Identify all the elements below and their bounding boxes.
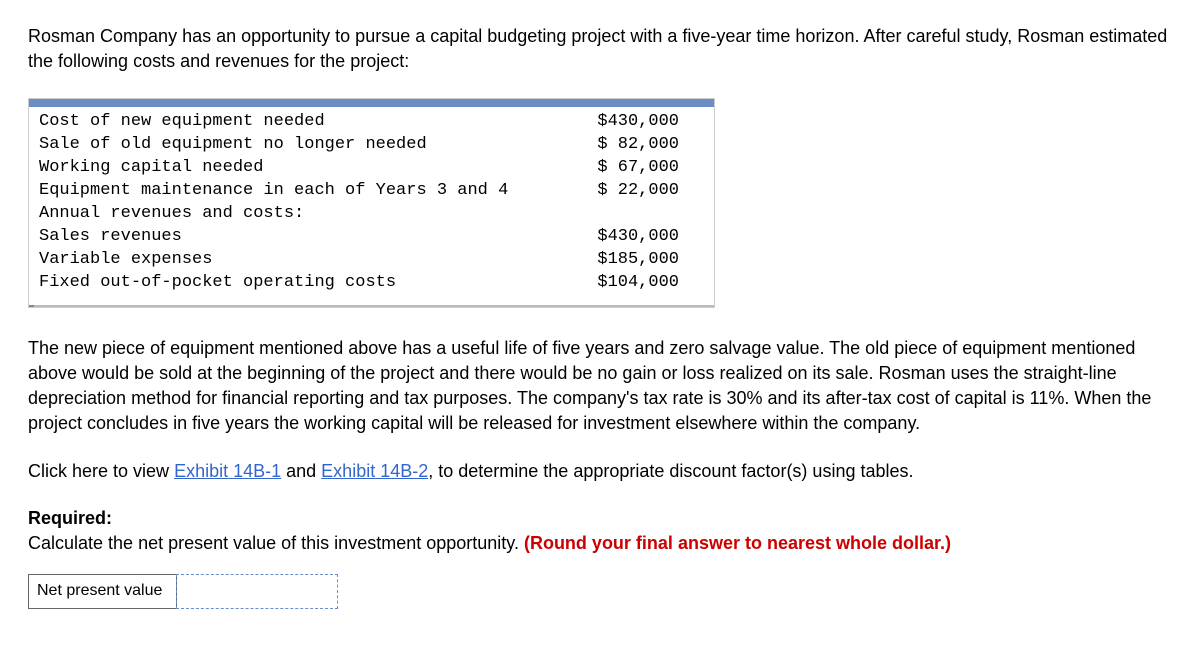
row-label: Variable expenses [39,249,569,272]
row-value: $430,000 [569,111,679,134]
required-section: Required: Calculate the net present valu… [28,506,1172,556]
and-text: and [281,461,321,481]
cost-revenue-table: Cost of new equipment needed $430,000 Sa… [28,98,715,308]
row-label: Cost of new equipment needed [39,111,569,134]
table-row: Working capital needed $ 67,000 [29,157,714,180]
answer-row: Net present value [28,574,338,608]
row-value: $430,000 [569,226,679,249]
exhibit-14b-2-link[interactable]: Exhibit 14B-2 [321,461,428,481]
table-row: Equipment maintenance in each of Years 3… [29,180,714,203]
row-label: Working capital needed [39,157,569,180]
row-value: $ 67,000 [569,157,679,180]
table-row: Sale of old equipment no longer needed $… [29,134,714,157]
npv-label: Net present value [28,574,177,608]
table-row: Cost of new equipment needed $430,000 [29,111,714,134]
table-header-bar [29,99,714,107]
table-row: Sales revenues $430,000 [29,226,714,249]
explanation-paragraph: The new piece of equipment mentioned abo… [28,336,1172,437]
table-row: Annual revenues and costs: [29,203,714,226]
table-row: Variable expenses $185,000 [29,249,714,272]
intro-paragraph: Rosman Company has an opportunity to pur… [28,24,1172,74]
row-label: Fixed out-of-pocket operating costs [39,272,569,295]
required-text: Calculate the net present value of this … [28,533,524,553]
click-prefix: Click here to view [28,461,174,481]
row-label: Sales revenues [39,226,569,249]
row-value [569,203,679,226]
exhibit-14b-1-link[interactable]: Exhibit 14B-1 [174,461,281,481]
table-row: Fixed out-of-pocket operating costs $104… [29,272,714,295]
row-value: $ 82,000 [569,134,679,157]
click-suffix: , to determine the appropriate discount … [428,461,913,481]
table-body: Cost of new equipment needed $430,000 Sa… [29,107,714,301]
table-footer-line [29,305,714,307]
row-label: Equipment maintenance in each of Years 3… [39,180,569,203]
row-value: $104,000 [569,272,679,295]
row-label: Annual revenues and costs: [39,203,569,226]
exhibit-links-paragraph: Click here to view Exhibit 14B-1 and Exh… [28,459,1172,484]
rounding-instruction: (Round your final answer to nearest whol… [524,533,951,553]
required-heading: Required: [28,508,112,528]
row-label: Sale of old equipment no longer needed [39,134,569,157]
npv-input[interactable] [176,574,338,608]
row-value: $ 22,000 [569,180,679,203]
row-value: $185,000 [569,249,679,272]
